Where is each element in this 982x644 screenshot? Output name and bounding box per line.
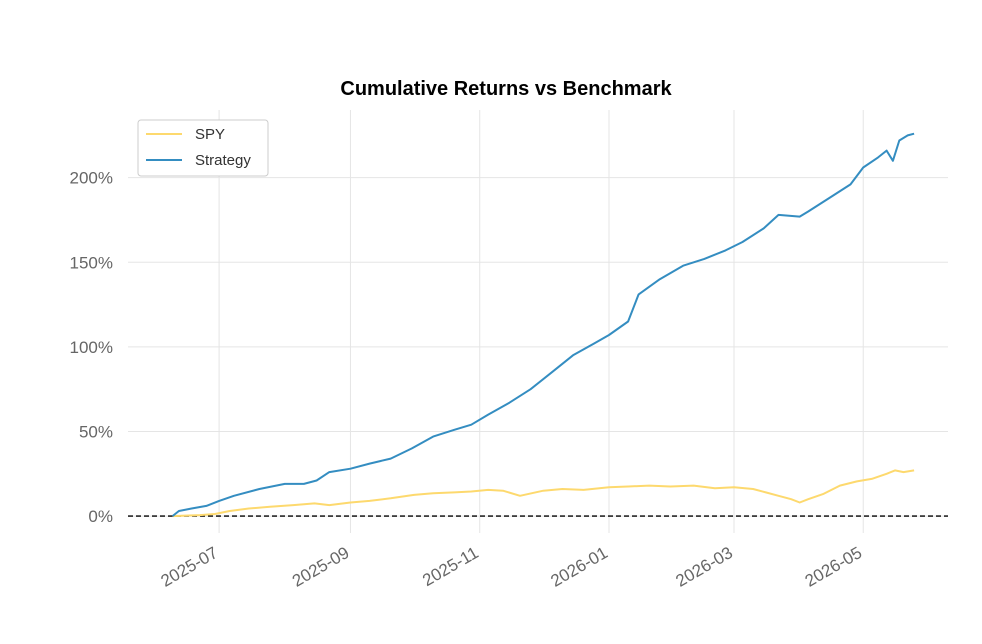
series-lines [171,132,915,518]
legend-label-spy: SPY [195,126,225,143]
y-tick-label: 200% [70,169,113,188]
series-line-strategy [171,132,915,517]
chart-title: Cumulative Returns vs Benchmark [340,78,672,100]
y-tick-label: 100% [70,338,113,357]
series-line-spy [172,469,915,518]
x-tick-label: 2025-11 [419,543,481,590]
y-axis-ticks: 0% 50% 100% 150% 200% [70,169,113,526]
x-tick-label: 2026-01 [547,543,611,591]
x-tick-label: 2025-07 [158,543,222,591]
grid-lines [128,110,948,533]
x-tick-label: 2025-09 [289,543,353,591]
y-tick-label: 50% [79,422,113,441]
x-tick-label: 2026-05 [802,543,866,591]
x-tick-label: 2026-03 [672,543,736,591]
x-axis-ticks: 2025-07 2025-09 2025-11 2026-01 2026-03 2026-… [158,543,866,591]
y-tick-label: 150% [70,253,113,272]
legend: SPY Strategy [137,119,269,177]
y-tick-label: 0% [88,507,113,526]
legend-label-strategy: Strategy [195,152,251,169]
